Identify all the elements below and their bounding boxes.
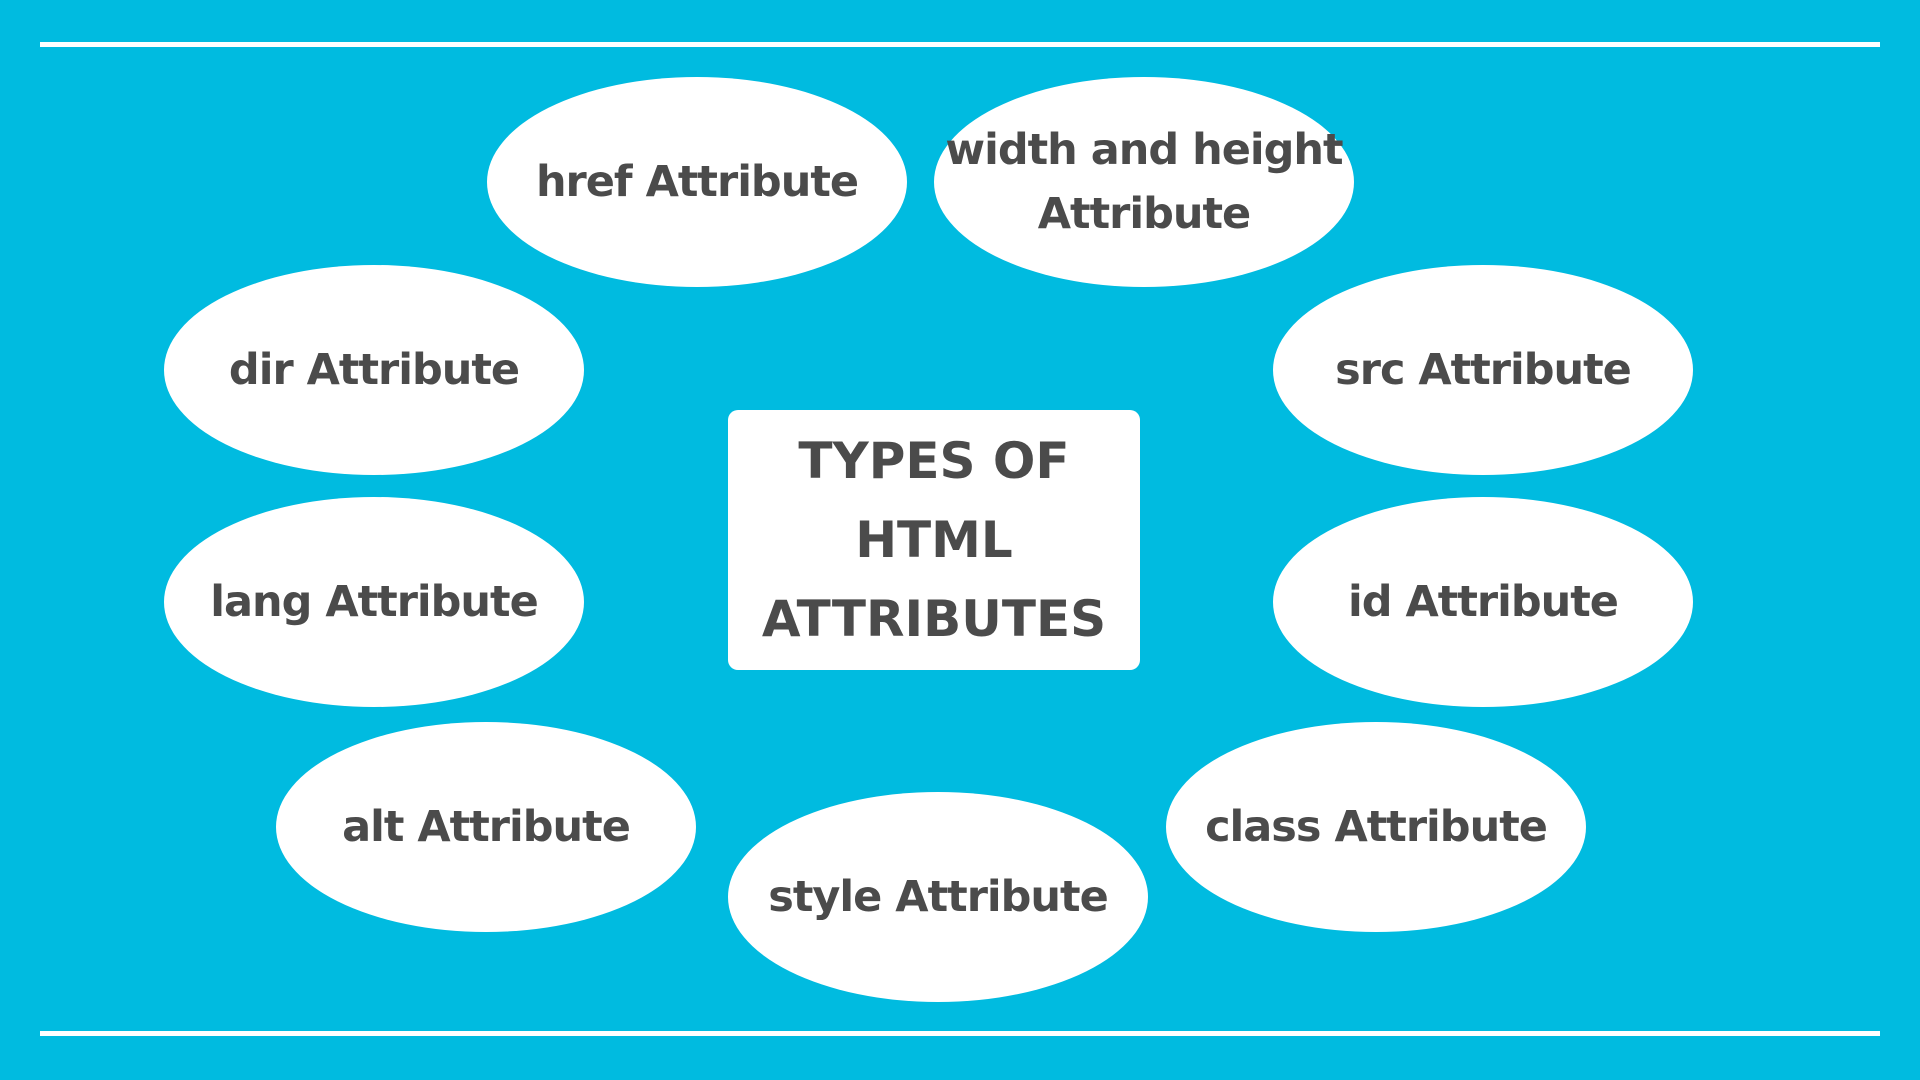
node-dir-attribute: dir Attribute <box>164 265 584 475</box>
node-lang-attribute: lang Attribute <box>164 497 584 707</box>
node-style-attribute: style Attribute <box>728 792 1148 1002</box>
node-label: lang Attribute <box>210 576 539 627</box>
node-label: alt Attribute <box>342 801 631 852</box>
node-label: style Attribute <box>768 871 1108 922</box>
node-label: id Attribute <box>1348 576 1619 627</box>
node-alt-attribute: alt Attribute <box>276 722 696 932</box>
node-src-attribute: src Attribute <box>1273 265 1693 475</box>
node-width-height-attribute: width and height Attribute <box>934 77 1354 287</box>
node-class-attribute: class Attribute <box>1166 722 1586 932</box>
node-id-attribute: id Attribute <box>1273 497 1693 707</box>
node-label: href Attribute <box>535 156 859 207</box>
top-divider <box>40 42 1880 47</box>
central-topic-title: TYPES OF HTML ATTRIBUTES <box>761 431 1107 648</box>
bottom-divider <box>40 1031 1880 1036</box>
node-label: width and height Attribute <box>945 124 1343 240</box>
node-label: src Attribute <box>1335 344 1632 395</box>
central-topic-box: TYPES OF HTML ATTRIBUTES <box>728 410 1140 670</box>
node-label: class Attribute <box>1205 801 1548 852</box>
node-label: dir Attribute <box>228 344 520 395</box>
node-href-attribute: href Attribute <box>487 77 907 287</box>
